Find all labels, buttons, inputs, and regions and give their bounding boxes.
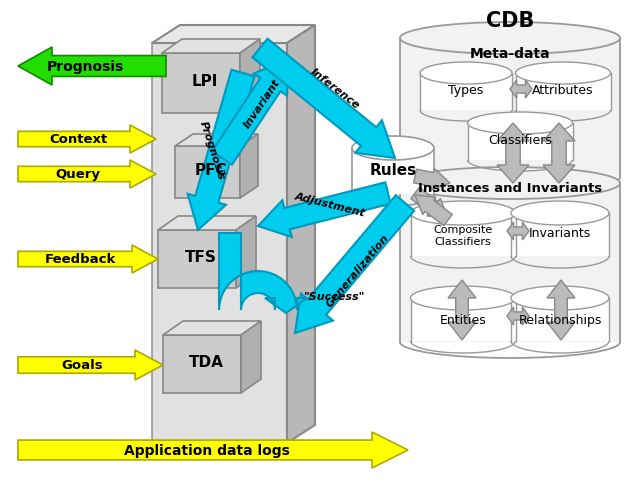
Text: TDA: TDA bbox=[189, 355, 223, 370]
Ellipse shape bbox=[420, 63, 512, 85]
Bar bbox=[152, 44, 287, 443]
Ellipse shape bbox=[511, 286, 609, 310]
Polygon shape bbox=[18, 432, 408, 468]
Text: Prognosis: Prognosis bbox=[198, 120, 227, 182]
Ellipse shape bbox=[515, 63, 611, 85]
Text: LPI: LPI bbox=[192, 74, 218, 89]
Polygon shape bbox=[236, 217, 256, 288]
Bar bbox=[420, 74, 512, 111]
Bar bbox=[158, 230, 236, 288]
Polygon shape bbox=[18, 48, 166, 86]
Text: PFC: PFC bbox=[194, 163, 227, 178]
Text: Prognosis: Prognosis bbox=[46, 60, 124, 74]
Polygon shape bbox=[448, 281, 476, 340]
Polygon shape bbox=[188, 71, 255, 230]
Text: Instances and Invariants: Instances and Invariants bbox=[418, 182, 602, 195]
Ellipse shape bbox=[467, 113, 573, 135]
Text: Query: Query bbox=[56, 168, 100, 181]
Ellipse shape bbox=[400, 168, 620, 200]
Bar bbox=[515, 74, 611, 111]
Text: Context: Context bbox=[49, 133, 107, 146]
Polygon shape bbox=[510, 81, 532, 99]
Polygon shape bbox=[241, 321, 261, 393]
Text: Classifiers: Classifiers bbox=[488, 134, 552, 147]
Text: CDB: CDB bbox=[486, 11, 534, 31]
Polygon shape bbox=[18, 245, 158, 273]
Polygon shape bbox=[175, 135, 258, 147]
Bar bbox=[352, 149, 434, 195]
Polygon shape bbox=[162, 40, 260, 54]
Text: Invariants: Invariants bbox=[529, 227, 591, 240]
Bar bbox=[163, 335, 241, 393]
Text: TFS: TFS bbox=[185, 250, 217, 265]
Polygon shape bbox=[252, 40, 395, 159]
Polygon shape bbox=[543, 124, 575, 183]
Polygon shape bbox=[18, 161, 156, 189]
Polygon shape bbox=[411, 188, 448, 219]
Text: Rules: Rules bbox=[369, 163, 417, 178]
Text: Meta-data: Meta-data bbox=[470, 47, 550, 61]
Bar bbox=[162, 54, 240, 114]
Text: Attributes: Attributes bbox=[532, 84, 594, 97]
Ellipse shape bbox=[400, 23, 620, 55]
Polygon shape bbox=[18, 350, 163, 380]
Text: Adjustment: Adjustment bbox=[294, 191, 366, 218]
Bar bbox=[511, 214, 609, 257]
Text: Application data logs: Application data logs bbox=[124, 443, 290, 457]
Ellipse shape bbox=[352, 137, 434, 161]
Text: Inference: Inference bbox=[308, 67, 362, 111]
Bar bbox=[400, 183, 620, 342]
Polygon shape bbox=[152, 26, 315, 44]
Polygon shape bbox=[258, 183, 390, 238]
Polygon shape bbox=[295, 196, 414, 333]
Ellipse shape bbox=[410, 286, 515, 310]
Text: Generalization: Generalization bbox=[324, 232, 391, 308]
Polygon shape bbox=[18, 126, 156, 154]
Text: Relationships: Relationships bbox=[518, 314, 602, 327]
Polygon shape bbox=[240, 40, 260, 114]
Polygon shape bbox=[413, 169, 450, 191]
Bar bbox=[467, 124, 573, 161]
Polygon shape bbox=[497, 124, 529, 183]
Bar bbox=[410, 298, 515, 341]
Bar bbox=[400, 39, 620, 178]
Text: Feedback: Feedback bbox=[44, 253, 116, 266]
Polygon shape bbox=[158, 217, 256, 230]
Polygon shape bbox=[212, 59, 288, 165]
Bar bbox=[511, 298, 609, 341]
Text: Invariant: Invariant bbox=[242, 78, 282, 130]
Text: "Success": "Success" bbox=[304, 291, 365, 302]
Bar bbox=[175, 147, 240, 199]
Polygon shape bbox=[240, 135, 258, 199]
Polygon shape bbox=[547, 281, 575, 340]
Polygon shape bbox=[415, 196, 452, 226]
Text: Entities: Entities bbox=[440, 314, 486, 327]
Text: Composite
Classifiers: Composite Classifiers bbox=[433, 225, 493, 246]
Ellipse shape bbox=[410, 202, 515, 225]
Polygon shape bbox=[163, 321, 261, 335]
Polygon shape bbox=[507, 223, 529, 241]
Text: Types: Types bbox=[449, 84, 484, 97]
Ellipse shape bbox=[511, 202, 609, 225]
Polygon shape bbox=[287, 26, 315, 443]
Polygon shape bbox=[219, 234, 307, 313]
Bar bbox=[410, 214, 515, 257]
Text: Goals: Goals bbox=[61, 359, 103, 372]
Polygon shape bbox=[507, 307, 529, 325]
